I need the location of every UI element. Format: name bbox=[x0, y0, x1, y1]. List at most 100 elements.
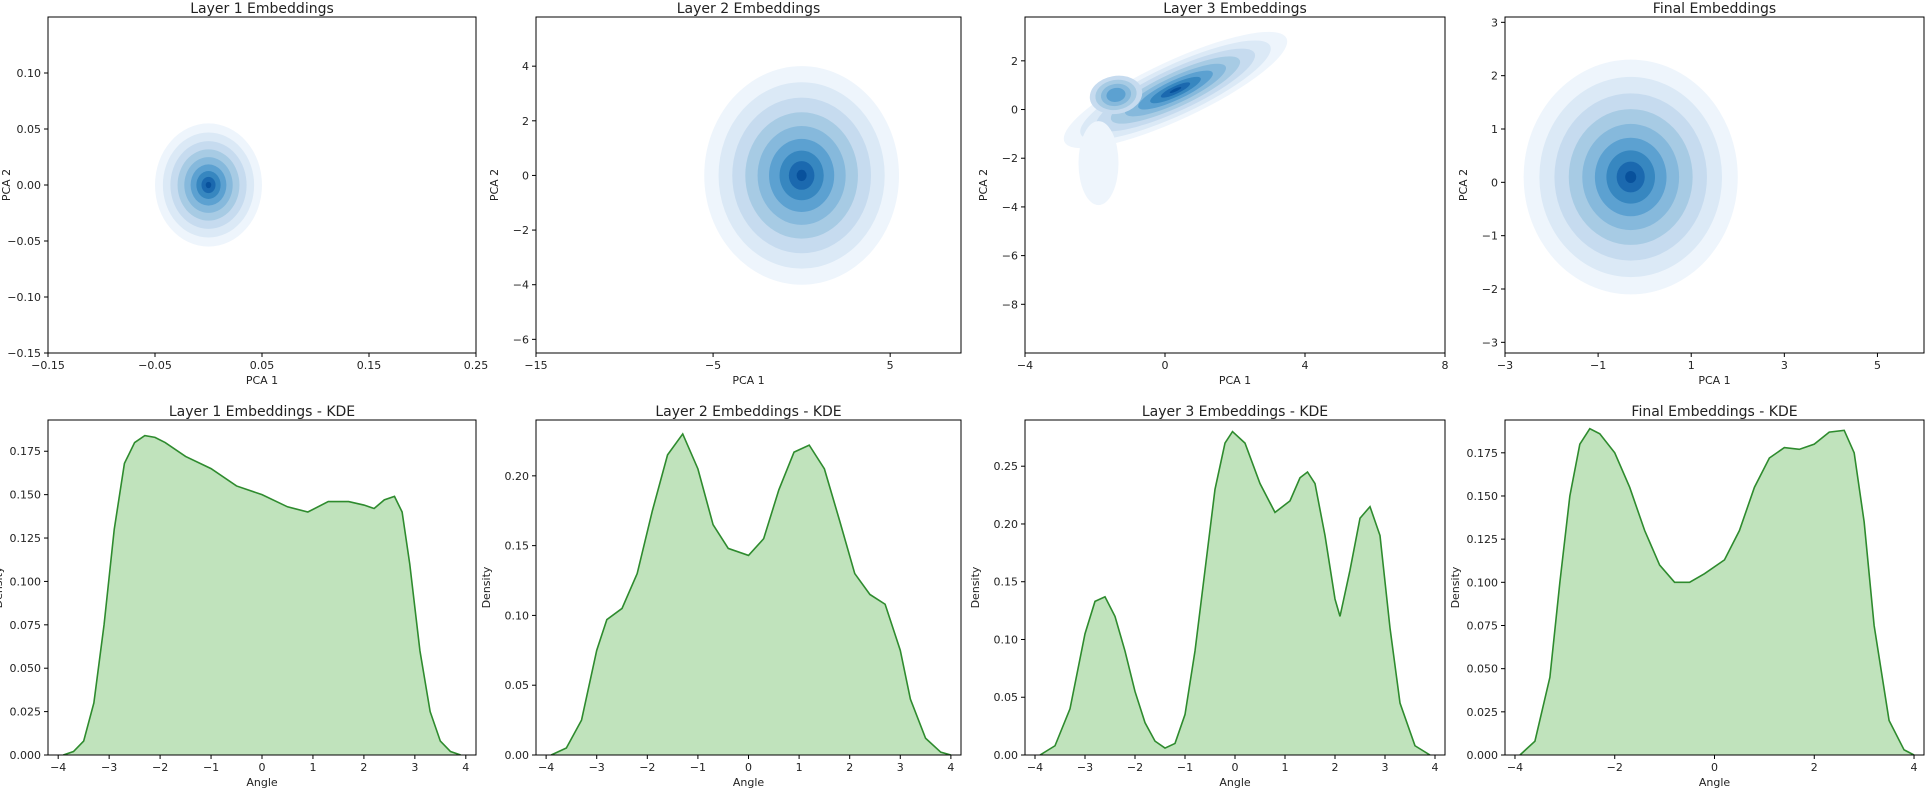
y-tick-label: 0.000 bbox=[1467, 749, 1499, 762]
x-tick-label: 4 bbox=[1911, 761, 1918, 774]
density-contour-level bbox=[796, 169, 807, 182]
y-tick-label: −0.10 bbox=[7, 291, 41, 304]
subplot-title: Layer 1 Embeddings bbox=[190, 1, 334, 17]
y-tick-label: 0.075 bbox=[10, 619, 42, 632]
subplot-6: −4 −3 −2 −1 0 1 2 3 4 0.00 0.05 0.10 0.15 0.20 Layer 2… bbox=[480, 404, 962, 789]
x-tick-label: −2 bbox=[1127, 761, 1143, 774]
axes-frame bbox=[1024, 16, 1446, 354]
x-tick-label: 0 bbox=[1711, 761, 1718, 774]
plot-area bbox=[704, 66, 900, 285]
plot-area bbox=[63, 434, 461, 755]
x-tick-label: −4 bbox=[1017, 359, 1033, 372]
x-tick-label: 0 bbox=[259, 761, 266, 774]
kde-area bbox=[1040, 431, 1430, 755]
density-contour-level bbox=[1078, 121, 1119, 206]
subplot-title: Layer 3 Embeddings bbox=[1163, 1, 1307, 17]
kde-area bbox=[63, 435, 461, 755]
x-tick-label: 4 bbox=[947, 761, 954, 774]
density-contour-level bbox=[205, 181, 212, 189]
x-tick-label: −3 bbox=[1077, 761, 1093, 774]
x-tick-label: 3 bbox=[1781, 359, 1788, 372]
y-axis-label: PCA 2 bbox=[488, 169, 501, 201]
x-tick-label: −2 bbox=[1607, 761, 1623, 774]
density-contour-level bbox=[1106, 87, 1126, 103]
y-tick-label: 0.025 bbox=[1467, 706, 1499, 719]
x-tick-label: 1 bbox=[309, 761, 316, 774]
x-axis-label: Angle bbox=[1699, 776, 1731, 789]
x-tick-label: −4 bbox=[1027, 761, 1043, 774]
y-tick-label: −4 bbox=[1002, 201, 1018, 214]
y-tick-label: 0.00 bbox=[994, 749, 1019, 762]
y-tick-label: 0.100 bbox=[1467, 576, 1499, 589]
y-tick-label: 0.100 bbox=[10, 575, 42, 588]
x-tick-label: 4 bbox=[462, 761, 469, 774]
y-tick-label: −6 bbox=[513, 333, 529, 346]
x-tick-label: −15 bbox=[524, 359, 547, 372]
subplot-title: Layer 2 Embeddings bbox=[677, 1, 821, 17]
y-tick-label: 0.20 bbox=[505, 470, 530, 483]
subplot-title: Final Embeddings - KDE bbox=[1631, 404, 1797, 420]
y-tick-label: 0.000 bbox=[10, 749, 42, 762]
plot-area bbox=[550, 432, 952, 755]
y-tick-label: 0 bbox=[522, 169, 529, 182]
y-axis-label: Density bbox=[1449, 566, 1462, 608]
x-tick-label: 1 bbox=[1688, 359, 1695, 372]
subplot-1: −0.15 −0.05 0.05 0.15 0.25 −0.15 −0.10 −0.05 0.0… bbox=[0, 1, 488, 387]
x-tick-label: −4 bbox=[50, 761, 66, 774]
y-tick-label: −0.15 bbox=[7, 347, 41, 360]
subplot-3: −4 0 4 8 −8 −6 −4 −2 0 2 Layer 3 Embeddings PCA 1 PC… bbox=[977, 1, 1449, 387]
x-tick-label: −0.05 bbox=[138, 359, 172, 372]
subplot-title: Final Embeddings bbox=[1653, 1, 1776, 17]
y-axis-label: Density bbox=[0, 566, 5, 608]
subplot-4: −3 −1 1 3 5 −3 −2 −1 0 1 2 3 Final Embeddings PCA 1 PC… bbox=[1457, 1, 1925, 387]
y-axis-label: PCA 2 bbox=[977, 169, 990, 201]
x-tick-label: 3 bbox=[897, 761, 904, 774]
y-axis-label: Density bbox=[969, 566, 982, 608]
subplot-title: Layer 1 Embeddings - KDE bbox=[169, 404, 355, 420]
kde-line bbox=[1519, 427, 1915, 755]
y-tick-label: 0.075 bbox=[1467, 619, 1499, 632]
x-tick-label: 3 bbox=[1382, 761, 1389, 774]
subplot-title: Layer 3 Embeddings - KDE bbox=[1142, 404, 1328, 420]
plot-area bbox=[1063, 31, 1288, 206]
y-tick-label: 0.15 bbox=[505, 540, 530, 553]
x-tick-label: 1 bbox=[796, 761, 803, 774]
x-tick-label: 0.05 bbox=[250, 359, 275, 372]
x-tick-label: 4 bbox=[1302, 359, 1309, 372]
x-tick-label: −5 bbox=[705, 359, 721, 372]
x-tick-label: −1 bbox=[1177, 761, 1193, 774]
y-tick-label: 1 bbox=[1491, 123, 1498, 136]
x-tick-label: 2 bbox=[1332, 761, 1339, 774]
y-tick-label: 0.10 bbox=[505, 609, 530, 622]
subplot-7: −4 −3 −2 −1 0 1 2 3 4 0.00 0.05 0.10 0.15 0.20 0.25 Lay… bbox=[969, 404, 1446, 789]
x-tick-label: −3 bbox=[1497, 359, 1513, 372]
y-tick-label: −0.05 bbox=[7, 235, 41, 248]
y-tick-label: 0.05 bbox=[17, 123, 42, 136]
x-tick-label: −3 bbox=[589, 761, 605, 774]
kde-area bbox=[1519, 428, 1915, 755]
y-tick-label: 0.125 bbox=[1467, 533, 1499, 546]
density-contour-level bbox=[1625, 170, 1637, 184]
y-tick-label: 0.150 bbox=[10, 489, 42, 502]
y-tick-label: 0.175 bbox=[1467, 447, 1499, 460]
y-tick-label: 0.175 bbox=[10, 445, 42, 458]
x-tick-label: −0.15 bbox=[31, 359, 65, 372]
kde-line bbox=[550, 432, 952, 755]
y-tick-label: −3 bbox=[1482, 336, 1498, 349]
x-tick-label: −1 bbox=[690, 761, 706, 774]
x-tick-label: −4 bbox=[1507, 761, 1523, 774]
y-tick-label: −2 bbox=[1482, 283, 1498, 296]
y-tick-label: 0.05 bbox=[994, 691, 1019, 704]
x-tick-label: 3 bbox=[411, 761, 418, 774]
subplot-8: −4 −2 0 2 4 0.000 0.025 0.050 0.075 0.100 0.125 0.1… bbox=[1449, 404, 1925, 789]
subplot-5: −4 −3 −2 −1 0 1 2 3 4 0.000 0.025 0.050 0.075 0.100 0.… bbox=[0, 404, 477, 789]
x-axis-label: PCA 1 bbox=[246, 374, 278, 387]
y-axis-label: Density bbox=[480, 566, 493, 608]
x-tick-label: 0 bbox=[1162, 359, 1169, 372]
x-tick-label: −1 bbox=[1590, 359, 1606, 372]
y-tick-label: 2 bbox=[1491, 70, 1498, 83]
x-tick-label: 0.15 bbox=[357, 359, 382, 372]
x-tick-label: −3 bbox=[101, 761, 117, 774]
subplot-title: Layer 2 Embeddings - KDE bbox=[655, 404, 841, 420]
